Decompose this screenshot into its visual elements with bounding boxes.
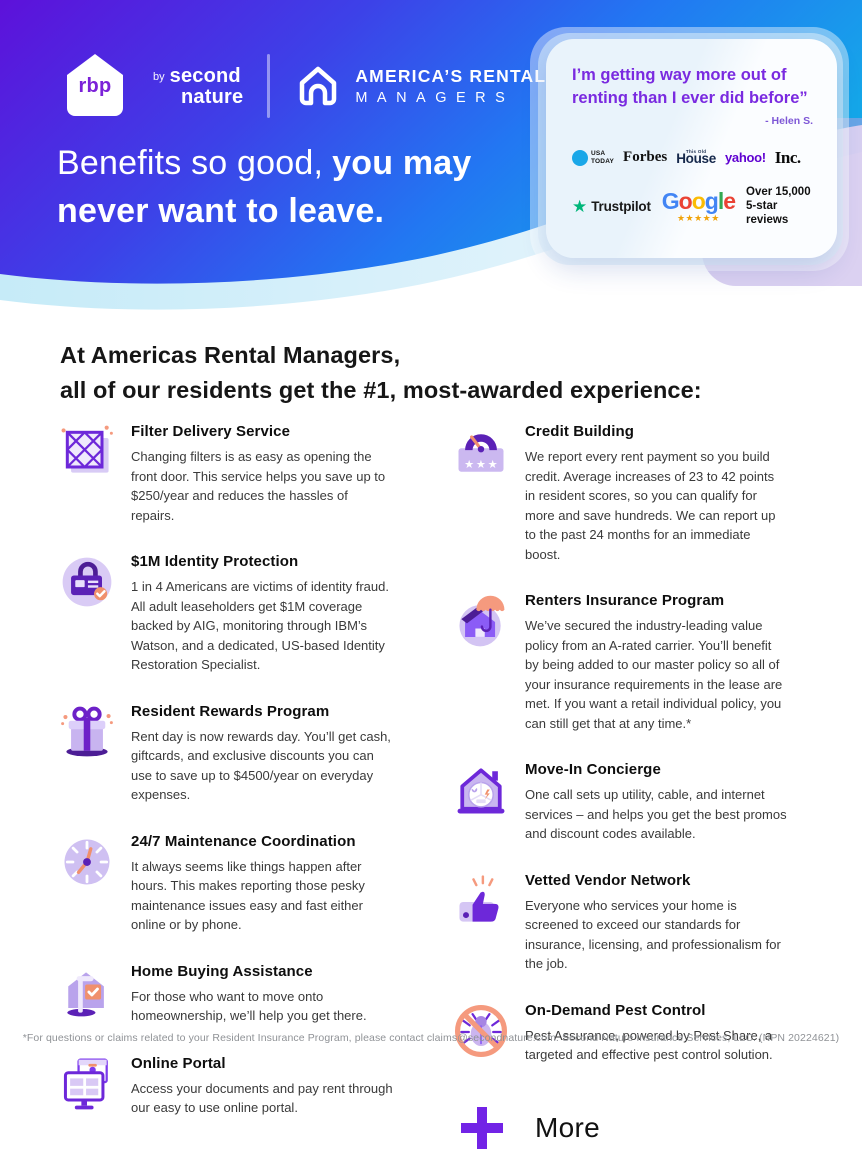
house-label: House bbox=[676, 150, 716, 166]
logo-divider bbox=[267, 54, 271, 118]
filter-icon bbox=[57, 420, 131, 525]
arm-line1: AMERICA’S RENTAL bbox=[355, 66, 547, 86]
svg-text:★: ★ bbox=[488, 458, 498, 471]
forbes-logo: Forbes bbox=[623, 149, 668, 166]
benefit-desc: Changing filters is as easy as opening t… bbox=[131, 449, 386, 523]
benefit-title: Credit Building bbox=[525, 423, 634, 440]
quote-line-1: I’m getting way more out of bbox=[572, 66, 787, 84]
trustpilot-logo: ★ Trustpilot bbox=[572, 198, 651, 215]
benefit-title: Move-In Concierge bbox=[525, 761, 661, 778]
benefit-desc: It always seems like things happen after… bbox=[131, 858, 365, 933]
benefit-title: On-Demand Pest Control bbox=[525, 1001, 706, 1019]
more-benefits: More bbox=[451, 1105, 829, 1151]
google-logo: Google ★★★★★ bbox=[661, 187, 736, 223]
google-stars: ★★★★★ bbox=[676, 212, 720, 223]
benefit-title: Renters Insurance Program bbox=[525, 592, 725, 609]
benefit-item-pest-control: On-Demand Pest Control Pest Assurance, p… bbox=[451, 999, 829, 1066]
benefit-item-renters-insurance: Renters Insurance Program We’ve secured … bbox=[451, 589, 829, 733]
this-old-house-logo: This Old House bbox=[676, 149, 716, 166]
intro-suffix: , bbox=[393, 342, 401, 368]
benefit-item-identity-protection: $1M Identity Protection 1 in 4 Americans… bbox=[57, 550, 435, 675]
trustpilot-label: Trustpilot bbox=[591, 198, 651, 214]
benefit-desc: 1 in 4 Americans are victims of identity… bbox=[131, 579, 389, 672]
benefit-title: Filter Delivery Service bbox=[131, 423, 291, 440]
benefit-item-online-portal: Online Portal Access your documents and … bbox=[57, 1052, 435, 1119]
benefit-title: 24/7 Maintenance Coordination bbox=[131, 832, 356, 850]
gift-icon bbox=[57, 700, 131, 805]
svg-text:★: ★ bbox=[476, 458, 486, 471]
benefit-item-filter-delivery: Filter Delivery Service Changing filters… bbox=[57, 420, 435, 525]
this-old-label: This Old bbox=[685, 149, 707, 155]
intro-prefix: At bbox=[60, 342, 91, 368]
benefit-item-resident-rewards: Resident Rewards Program Rent day is now… bbox=[57, 700, 435, 805]
benefit-desc: Everyone who services your home is scree… bbox=[525, 897, 781, 972]
nature-label: nature bbox=[181, 85, 244, 108]
monitor-icon bbox=[57, 1052, 131, 1119]
plus-icon bbox=[461, 1106, 503, 1149]
benefit-item-maintenance: 24/7 Maintenance Coordination It always … bbox=[57, 830, 435, 935]
headline-bold-1: you may bbox=[332, 144, 472, 182]
benefit-title: $1M Identity Protection bbox=[131, 553, 299, 570]
clock-icon bbox=[57, 830, 131, 935]
arm-line2: MANAGERS bbox=[355, 90, 515, 106]
usa-today-line1: USA bbox=[591, 150, 606, 158]
footer-disclaimer: *For questions or claims related to your… bbox=[22, 1032, 840, 1044]
utilities-house-icon bbox=[451, 758, 525, 844]
no-pest-icon bbox=[451, 999, 525, 1066]
benefits-column-right: ★ ★ ★ Credit Building We report every re… bbox=[451, 420, 829, 1151]
yahoo-logo: yahoo! bbox=[724, 150, 766, 166]
reviews-type: 5-star reviews bbox=[746, 199, 789, 227]
press-logos-row: USA TODAY Forbes This Old House yahoo! I… bbox=[572, 148, 815, 168]
hero-headline: Benefits so good, you may never want to l… bbox=[57, 140, 537, 235]
benefit-title: Online Portal bbox=[131, 1054, 226, 1072]
headline-bold-2: never want to leave. bbox=[57, 191, 385, 230]
usa-today-circle-icon bbox=[572, 149, 588, 166]
brand-row: rbp by second nature AMERICA’S RENTAL MA… bbox=[57, 48, 546, 124]
usa-today-logo: USA TODAY bbox=[572, 149, 615, 166]
reviews-row: ★ Trustpilot Google ★★★★★ Over 15,000 5-… bbox=[572, 185, 815, 228]
trustpilot-star-icon: ★ bbox=[572, 196, 588, 216]
house-sold-sign-icon bbox=[57, 960, 131, 1027]
benefit-item-credit-building: ★ ★ ★ Credit Building We report every re… bbox=[451, 420, 829, 564]
benefit-item-move-in-concierge: Move-In Concierge One call sets up utili… bbox=[451, 758, 829, 844]
benefit-desc: Rent day is now rewards day. You’ll get … bbox=[131, 728, 391, 803]
benefit-desc: Access your documents and pay rent throu… bbox=[131, 1080, 393, 1116]
usa-today-line2: TODAY bbox=[591, 157, 615, 165]
headline-regular: Benefits so good, bbox=[57, 144, 324, 182]
benefit-item-vetted-vendor: Vetted Vendor Network Everyone who servi… bbox=[451, 869, 829, 974]
benefit-item-home-buying: Home Buying Assistance For those who wan… bbox=[57, 960, 435, 1027]
benefit-desc: We’ve secured the industry-leading value… bbox=[525, 618, 783, 731]
benefit-title: Resident Rewards Program bbox=[131, 702, 330, 720]
second-label: second bbox=[169, 64, 241, 87]
arm-house-icon bbox=[300, 66, 337, 106]
arm-logo: AMERICA’S RENTAL MANAGERS bbox=[294, 62, 546, 110]
benefit-desc: For those who want to move onto homeowne… bbox=[131, 988, 367, 1024]
benefit-desc: Pest Assurance, powered by Pest Share, a… bbox=[525, 1027, 773, 1063]
quote-attribution: - Helen S. bbox=[765, 114, 813, 127]
more-label: More bbox=[535, 1111, 600, 1143]
second-nature-logo: by second nature bbox=[153, 66, 243, 107]
reviews-count: Over 15,000 bbox=[746, 185, 811, 198]
rbp-logo: rbp bbox=[57, 48, 133, 124]
testimonial-card: I’m getting way more out of renting than… bbox=[546, 39, 837, 258]
umbrella-house-icon bbox=[451, 589, 525, 733]
id-card-lock-icon bbox=[57, 550, 131, 675]
intro-line2: all of our residents get the #1, most-aw… bbox=[60, 377, 702, 404]
benefit-desc: We report every rent payment so you buil… bbox=[525, 449, 776, 562]
inc-logo: Inc. bbox=[774, 147, 801, 167]
intro-bold: Americas Rental Managers bbox=[90, 342, 394, 368]
thumbs-up-icon bbox=[451, 869, 525, 974]
benefit-title: Home Buying Assistance bbox=[131, 962, 313, 980]
benefit-title: Vetted Vendor Network bbox=[525, 871, 691, 889]
benefit-desc: One call sets up utility, cable, and int… bbox=[525, 787, 787, 841]
rbp-logo-text: rbp bbox=[78, 75, 112, 97]
by-label: by bbox=[153, 70, 165, 83]
credit-gauge-icon: ★ ★ ★ bbox=[451, 420, 525, 564]
intro-heading: At Americas Rental Managers, all of our … bbox=[60, 338, 702, 409]
google-logo-letters: Google bbox=[661, 187, 736, 214]
svg-text:★: ★ bbox=[464, 458, 474, 471]
quote-line-2: renting than I ever did before” bbox=[572, 88, 808, 107]
